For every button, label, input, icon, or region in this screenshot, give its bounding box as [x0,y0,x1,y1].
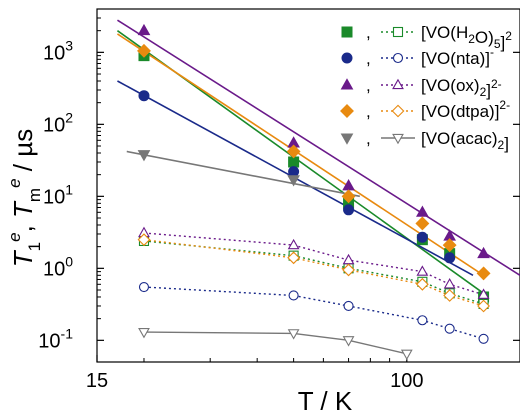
legend-separator: , [366,129,371,148]
tm-point [400,349,413,361]
y-tick-label: 101 [43,181,73,208]
t1-point [342,179,355,191]
tm-point [287,238,300,250]
t1-point [476,266,491,281]
tm-point [137,233,151,247]
legend-label: [VO(acac)2] [421,129,509,153]
legend-open-marker [392,78,404,90]
legend-separator: , [366,102,371,121]
t1-point [444,252,456,264]
legend-open-marker [392,52,404,64]
tm-point [477,288,490,299]
tm-point [443,278,456,289]
t1-point [286,144,301,159]
t1-fit-line [116,33,485,276]
y-axis-title: T1e, Tme / µs [5,129,44,267]
tm-line [143,239,484,307]
legend-filled-marker [341,26,353,38]
axis-ticks: 10-1 100 101 102 103 15 100 [38,8,520,392]
legend-filled-marker [340,78,354,90]
tm-point [343,300,354,312]
t1-point [288,166,300,178]
t1-point [288,156,300,168]
t1-point [341,189,356,204]
data-markers [137,23,491,361]
t1-fit-line [117,19,520,276]
legend-filled-marker [341,52,353,64]
tm-point [415,277,429,291]
tm-point [287,329,300,340]
tm-point [444,323,455,334]
legend-open-marker [392,133,404,145]
plot-frame [96,8,520,363]
tm-point [288,290,299,301]
legend-label: [VO(H2O)5]2 [421,23,512,52]
tm-point [138,281,150,293]
t1-point [416,231,428,243]
x-axis-title: T / K [298,386,353,416]
t1-point [415,216,430,231]
t1-point [416,205,429,217]
t1-point [287,175,300,187]
tm-line [143,240,484,305]
t1-point [138,90,150,102]
tm-point [138,327,150,339]
legend-separator: , [366,49,371,68]
legend-filled-marker [340,104,354,118]
t1-point [477,246,490,259]
tm-point [443,289,457,302]
legend-filled-marker [340,133,354,145]
y-tick-label: 102 [43,109,73,136]
legend-label: [VO(ox)2]2- [421,76,502,100]
legend-label: [VO(nta)]- [421,45,494,68]
t1-point [137,43,151,58]
tm-point [342,263,355,277]
legend-separator: , [366,76,371,95]
legend: , [VO(H2O)5]2, [VO(nta)]-, [VO(ox)2]2-, [VO(… [340,23,512,153]
tm-point [287,251,301,265]
legend-open-marker [391,104,405,118]
tm-line [143,286,484,340]
tm-point [416,265,429,276]
legend-open-marker [392,26,404,38]
y-tick-label: 103 [43,37,73,64]
legend-label: [VO(dtpa)]2- [421,98,510,121]
legend-separator: , [366,23,371,42]
tm-point [478,333,489,344]
tm-point [342,253,355,265]
t1-point [343,204,355,216]
tm-line [143,232,484,296]
tm-point [342,336,355,347]
tm-point [417,315,428,326]
tm-line [143,331,407,355]
x-tick-label: 15 [86,370,108,392]
fit-lines [116,19,520,355]
t1-point [137,150,151,162]
t1-point [137,23,151,36]
tm-point [477,299,490,313]
x-tick-label: 100 [390,370,423,392]
t1-point [442,238,457,253]
t1-fit-line [126,150,360,198]
y-tick-label: 100 [43,253,73,280]
y-tick-label: 10-1 [38,325,73,352]
